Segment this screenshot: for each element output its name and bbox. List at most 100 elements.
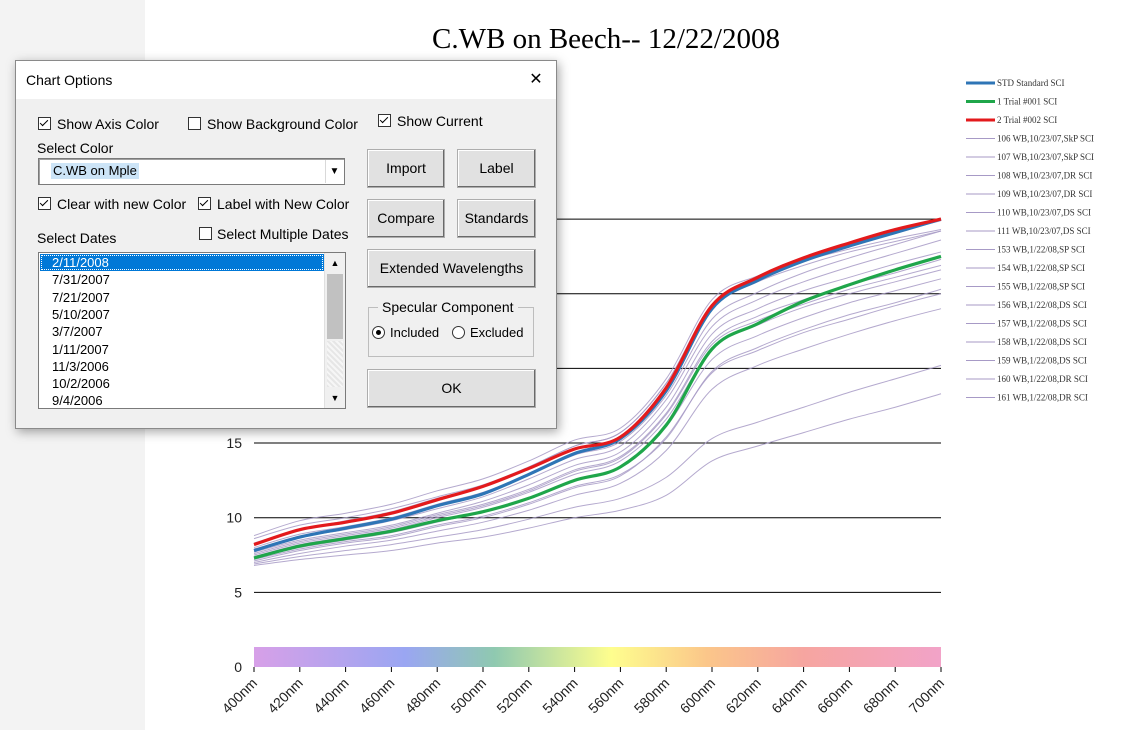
legend-entry: 156 WB,1/22/08,DS SCI [997, 300, 1087, 310]
series-line [253, 288, 942, 560]
show-current-label: Show Current [397, 113, 483, 129]
show-background-color-label: Show Background Color [207, 116, 358, 132]
show-axis-color-label: Show Axis Color [57, 116, 159, 132]
show-background-color-checkbox[interactable] [188, 117, 201, 130]
x-tick-label: 640nm [768, 675, 810, 717]
select-multiple-dates-checkbox[interactable] [199, 227, 212, 240]
standards-button[interactable]: Standards [457, 199, 536, 238]
legend-entry: 157 WB,1/22/08,DS SCI [997, 319, 1087, 329]
series-line [253, 293, 942, 562]
date-list-item[interactable]: 7/31/2007 [52, 272, 110, 288]
date-list-item[interactable]: 11/3/2006 [52, 358, 109, 374]
close-icon[interactable]: ✕ [529, 71, 543, 88]
legend-entry: 106 WB,10/23/07,SkP SCI [997, 134, 1094, 144]
legend-entry: 2 Trial #002 SCI [997, 115, 1057, 125]
date-list-item[interactable]: 2/11/2008 [40, 254, 324, 271]
scrollbar-track[interactable] [327, 341, 343, 387]
series-line [253, 254, 942, 560]
scroll-up-icon[interactable]: ▲ [330, 258, 340, 268]
legend-entry: 153 WB,1/22/08,SP SCI [997, 245, 1085, 255]
x-tick-label: 520nm [493, 675, 535, 717]
x-tick-label: 440nm [310, 675, 352, 717]
x-tick-label: 480nm [402, 675, 444, 717]
series-line [253, 393, 942, 566]
extended-wavelengths-button[interactable]: Extended Wavelengths [367, 249, 536, 288]
ok-button[interactable]: OK [367, 369, 536, 408]
label-button[interactable]: Label [457, 149, 536, 188]
date-list-item[interactable]: 9/4/2006 [52, 393, 103, 409]
x-tick-label: 540nm [539, 675, 581, 717]
y-tick-label: 0 [234, 659, 242, 675]
legend-entry: 107 WB,10/23/07,SkP SCI [997, 152, 1094, 162]
legend-entry: 158 WB,1/22/08,DS SCI [997, 337, 1087, 347]
x-axis-ticks: 400nm 420nm 440nm 460nm 480nm 500nm 520nm 540nm… [219, 667, 948, 717]
scroll-down-icon[interactable]: ▼ [330, 393, 340, 403]
chart-title: C.WB on Beech-- 12/22/2008 [432, 23, 780, 55]
date-list-item[interactable]: 3/7/2007 [52, 324, 103, 340]
date-list-item[interactable]: 1/11/2007 [52, 341, 109, 357]
series-line [253, 217, 942, 553]
chevron-down-icon[interactable]: ▼ [325, 160, 343, 183]
color-combobox[interactable]: C.WB on Mple ▼ [38, 158, 345, 185]
legend-entry: 110 WB,10/23/07,DS SCI [997, 208, 1091, 218]
date-list-item[interactable]: 7/21/2007 [52, 289, 110, 305]
legend-entry: 155 WB,1/22/08,SP SCI [997, 282, 1085, 292]
legend-entry: STD Standard SCI [997, 78, 1065, 88]
show-current-checkbox[interactable] [378, 114, 391, 127]
x-tick-label: 400nm [219, 675, 261, 717]
series-lines [253, 217, 942, 566]
x-tick-label: 580nm [631, 675, 673, 717]
x-tick-label: 560nm [585, 675, 627, 717]
legend-entry: 161 WB,1/22/08,DR SCI [997, 393, 1088, 403]
clear-with-new-color-checkbox[interactable] [38, 197, 51, 210]
y-tick-label: 15 [226, 435, 242, 451]
x-tick-label: 460nm [356, 675, 398, 717]
compare-button[interactable]: Compare [367, 199, 445, 238]
x-tick-label: 620nm [722, 675, 764, 717]
show-axis-color-checkbox[interactable] [38, 117, 51, 130]
clear-with-new-color-label: Clear with new Color [57, 196, 187, 212]
x-tick-label: 680nm [860, 675, 902, 717]
label-with-new-color-label: Label with New Color [217, 196, 350, 212]
series-line [253, 264, 942, 556]
legend-entry: 111 WB,10/23/07,DS SCI [997, 226, 1091, 236]
excluded-radio[interactable] [452, 326, 465, 339]
chart-legend: STD Standard SCI 1 Trial #001 SCI 2 Trial … [966, 78, 1094, 403]
x-tick-label: 420nm [264, 675, 306, 717]
dialog-titlebar[interactable]: Chart Options ✕ [16, 61, 556, 99]
dialog-title: Chart Options [26, 72, 113, 88]
select-dates-label: Select Dates [37, 230, 117, 246]
series-line [253, 364, 942, 565]
series-line [253, 251, 942, 553]
legend-entry: 154 WB,1/22/08,SP SCI [997, 263, 1085, 273]
spectrum-color-bar [254, 647, 941, 667]
specular-component-title: Specular Component [378, 299, 518, 315]
included-label: Included [390, 325, 440, 340]
excluded-label: Excluded [470, 325, 524, 340]
dates-listbox[interactable]: 2/11/2008 7/31/2007 7/21/2007 5/10/2007 3/7/… [38, 252, 346, 409]
label-with-new-color-checkbox[interactable] [198, 197, 211, 210]
select-color-label: Select Color [37, 140, 114, 156]
series-line [253, 217, 942, 547]
y-tick-label: 10 [226, 510, 242, 526]
legend-entry: 1 Trial #001 SCI [997, 97, 1057, 107]
x-tick-label: 700nm [906, 675, 948, 717]
chart-options-dialog: Chart Options ✕ Show Axis Color Show Bac… [15, 60, 557, 429]
y-tick-label: 5 [234, 584, 242, 600]
select-multiple-dates-label: Select Multiple Dates [217, 226, 349, 242]
scrollbar-thumb[interactable] [327, 274, 343, 339]
y-axis-ticks: 0 5 10 15 [226, 435, 242, 675]
import-button[interactable]: Import [367, 149, 445, 188]
series-line [253, 308, 942, 563]
date-list-item[interactable]: 5/10/2007 [52, 306, 110, 322]
date-list-item[interactable]: 10/2/2006 [52, 376, 110, 392]
included-radio[interactable] [372, 326, 385, 339]
legend-entry: 159 WB,1/22/08,DS SCI [997, 356, 1087, 366]
color-combobox-value[interactable]: C.WB on Mple [51, 163, 139, 179]
legend-entry: 160 WB,1/22/08,DR SCI [997, 374, 1088, 384]
x-tick-label: 660nm [814, 675, 856, 717]
legend-entry: 109 WB,10/23/07,DR SCI [997, 189, 1092, 199]
legend-entry: 108 WB,10/23/07,DR SCI [997, 171, 1092, 181]
dates-scrollbar[interactable]: ▲ ▼ [324, 253, 345, 408]
